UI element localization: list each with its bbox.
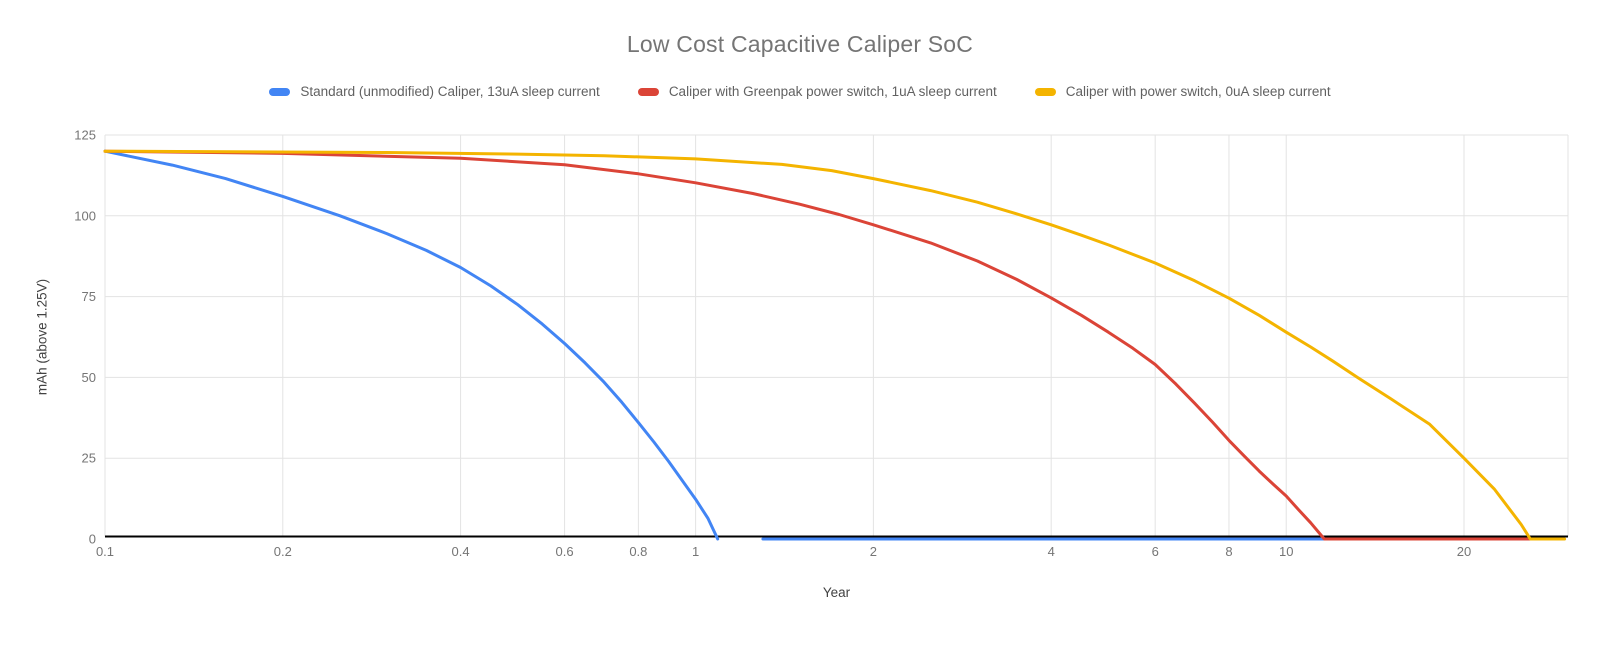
legend-item-power-switch[interactable]: Caliper with power switch, 0uA sleep cur… [1034, 84, 1331, 99]
x-tick-label: 0.2 [274, 544, 292, 559]
x-tick-label: 0.4 [452, 544, 470, 559]
legend-item-greenpak[interactable]: Caliper with Greenpak power switch, 1uA … [637, 84, 997, 99]
legend-label: Caliper with power switch, 0uA sleep cur… [1065, 84, 1331, 99]
x-tick-label: 2 [870, 544, 877, 559]
x-tick-label: 0.6 [556, 544, 574, 559]
y-tick-label: 0 [89, 532, 96, 547]
legend-swatch-icon [637, 87, 659, 96]
series-line-2 [103, 149, 1567, 541]
x-axis-title: Year [822, 585, 851, 600]
y-tick-label: 75 [82, 289, 96, 304]
x-tick-label: 8 [1225, 544, 1232, 559]
x-tick-label: 0.8 [629, 544, 647, 559]
series-line-1 [103, 149, 1532, 541]
x-tick-label: 6 [1152, 544, 1159, 559]
y-tick-label: 25 [82, 451, 96, 466]
x-tick-label: 20 [1457, 544, 1471, 559]
legend-swatch-icon [269, 87, 291, 96]
y-tick-label: 125 [74, 128, 96, 143]
y-tick-label: 100 [74, 208, 96, 223]
legend: Standard (unmodified) Caliper, 13uA slee… [0, 84, 1600, 99]
series-line-0 [103, 149, 720, 541]
legend-swatch-icon [1034, 87, 1056, 96]
legend-item-standard[interactable]: Standard (unmodified) Caliper, 13uA slee… [269, 84, 600, 99]
legend-label: Standard (unmodified) Caliper, 13uA slee… [300, 84, 600, 99]
chart-title: Low Cost Capacitive Caliper SoC [626, 31, 974, 57]
x-tick-label: 1 [692, 544, 699, 559]
x-tick-label: 4 [1048, 544, 1055, 559]
x-tick-label: 10 [1279, 544, 1293, 559]
y-tick-label: 50 [82, 370, 96, 385]
x-tick-label: 0.1 [96, 544, 114, 559]
legend-label: Caliper with Greenpak power switch, 1uA … [668, 84, 997, 99]
